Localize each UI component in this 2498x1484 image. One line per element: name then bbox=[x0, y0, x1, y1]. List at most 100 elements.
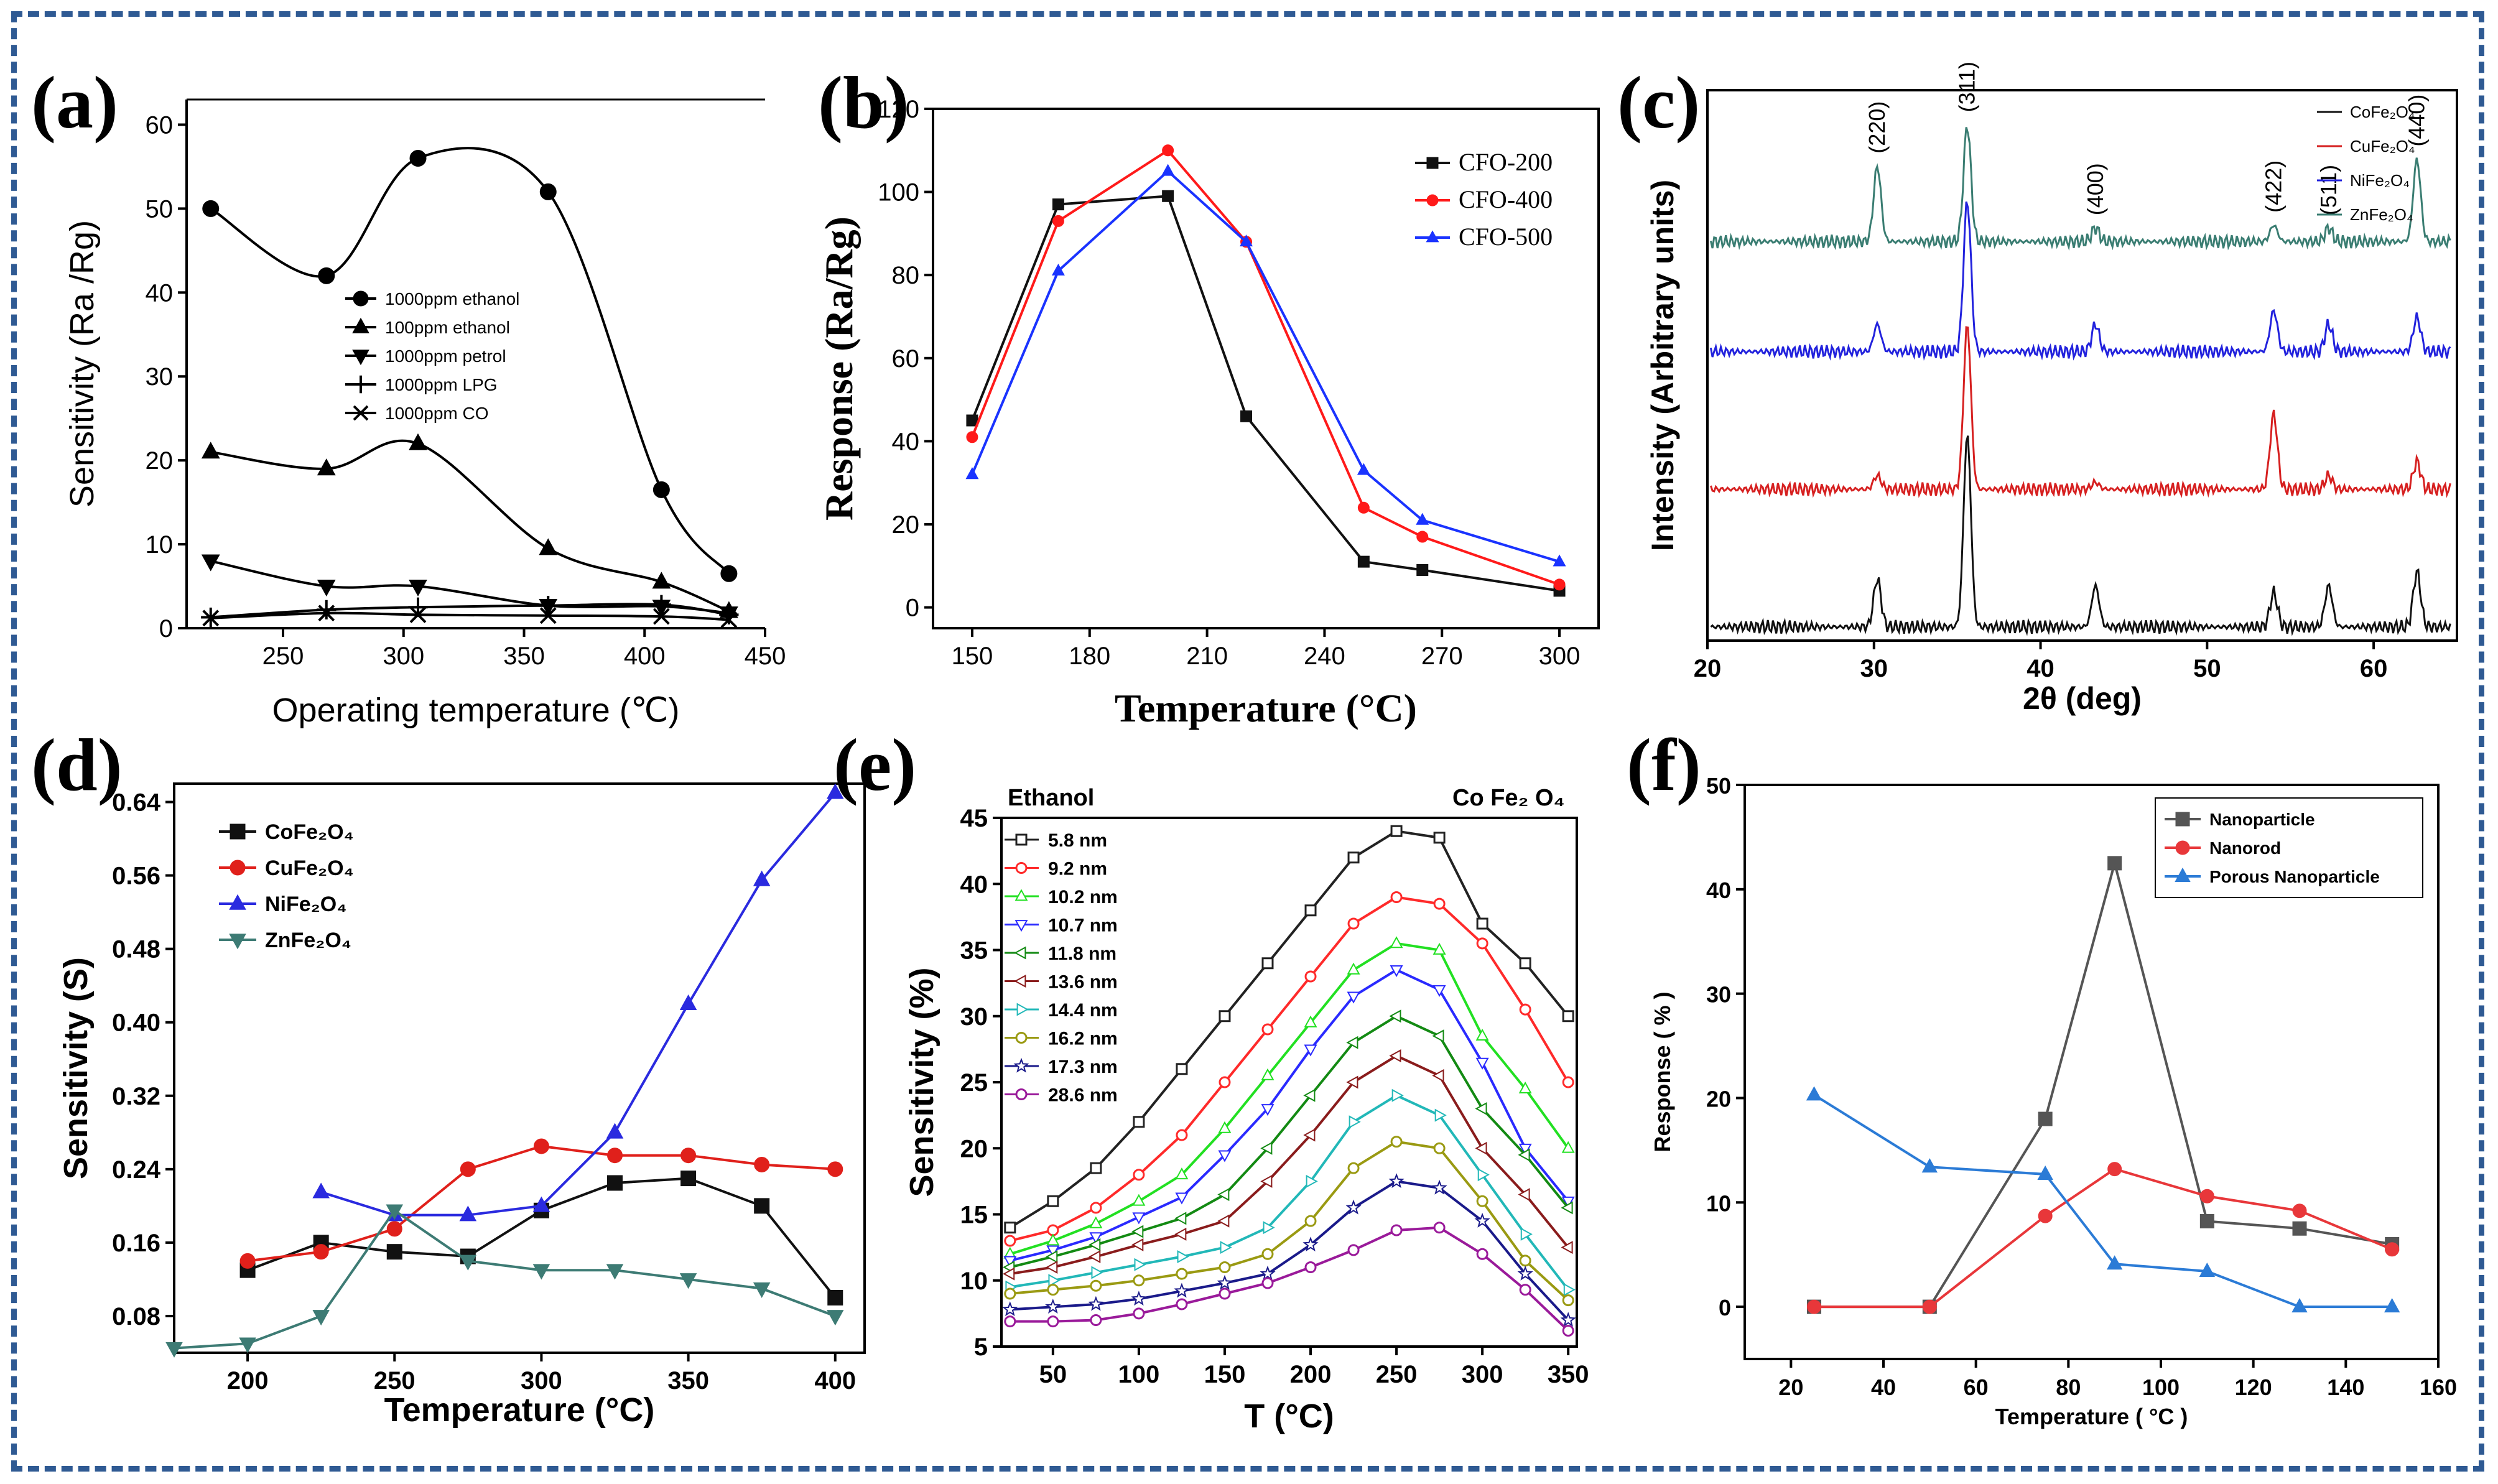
y-tick-label: 0 bbox=[906, 595, 919, 622]
x-tick-label: 150 bbox=[952, 642, 993, 670]
x-tick-label: 120 bbox=[2235, 1375, 2272, 1400]
series-line-1 bbox=[1814, 1167, 2393, 1309]
data-point bbox=[652, 481, 670, 498]
x-tick-label: 140 bbox=[2327, 1375, 2364, 1400]
data-point bbox=[1176, 1129, 1188, 1141]
x-axis-title: T (°C) bbox=[1244, 1398, 1334, 1435]
legend-label: 1000ppm CO bbox=[385, 404, 489, 423]
y-tick-label: 0.40 bbox=[112, 1009, 160, 1037]
data-point bbox=[1432, 942, 1446, 955]
legend-label: 13.6 nm bbox=[1048, 972, 1118, 993]
data-point bbox=[1047, 1315, 1059, 1328]
data-point bbox=[1303, 1088, 1316, 1102]
data-point bbox=[680, 1171, 697, 1187]
data-point bbox=[753, 870, 771, 886]
x-tick-label: 400 bbox=[814, 1367, 856, 1394]
data-point bbox=[1562, 1294, 1574, 1307]
chart-panel-b: 150 180 210 240 270 300 0 20 40 60 80 100 120 Tempera… bbox=[817, 96, 1600, 730]
legend-label: 10.2 nm bbox=[1048, 887, 1118, 907]
legend-label: 10.7 nm bbox=[1048, 916, 1118, 936]
y-tick-label: 0.24 bbox=[112, 1156, 161, 1184]
data-point bbox=[1131, 1225, 1144, 1238]
x-tick-label: 210 bbox=[1186, 642, 1228, 670]
legend-label: Nanorod bbox=[2209, 838, 2281, 858]
data-point bbox=[1474, 1212, 1490, 1228]
data-point bbox=[606, 1123, 624, 1139]
y-tick-label: 0.48 bbox=[112, 936, 160, 963]
data-point bbox=[652, 608, 670, 625]
y-tick-label: 0.16 bbox=[112, 1230, 160, 1257]
data-point bbox=[201, 554, 220, 572]
legend-marker bbox=[1015, 1088, 1028, 1100]
data-point bbox=[1175, 1167, 1189, 1180]
x-axis-title: Operating temperature (℃) bbox=[272, 692, 680, 729]
data-point bbox=[1304, 970, 1317, 983]
series-line-2 bbox=[1813, 1093, 2392, 1309]
data-point bbox=[1432, 1069, 1444, 1082]
data-point bbox=[532, 1196, 550, 1212]
data-point bbox=[1517, 1265, 1533, 1281]
y-tick-label: 50 bbox=[1706, 773, 1731, 799]
legend-marker bbox=[352, 350, 369, 366]
data-point bbox=[1306, 1174, 1318, 1188]
xrd-pattern-0 bbox=[1710, 435, 2451, 636]
peak-label: (511) bbox=[2316, 165, 2341, 215]
data-point bbox=[1133, 1274, 1145, 1287]
x-tick-label: 450 bbox=[745, 642, 786, 670]
data-point bbox=[1261, 1104, 1275, 1116]
legend-marker bbox=[1426, 230, 1439, 243]
legend-label: 1000ppm ethanol bbox=[385, 289, 519, 308]
data-point bbox=[1088, 1296, 1104, 1311]
data-point bbox=[1561, 1241, 1573, 1254]
data-point bbox=[386, 1221, 402, 1237]
data-point bbox=[1004, 1235, 1016, 1247]
legend-marker bbox=[229, 934, 246, 950]
data-point bbox=[1416, 512, 1429, 525]
data-point bbox=[827, 1289, 843, 1305]
peak-label: (400) bbox=[2082, 163, 2108, 215]
series-line-3 bbox=[1010, 968, 1569, 1262]
legend-marker bbox=[230, 860, 246, 876]
legend-marker bbox=[1015, 833, 1028, 846]
data-point bbox=[1433, 832, 1446, 844]
y-tick-label: 25 bbox=[960, 1069, 988, 1097]
data-point bbox=[720, 611, 738, 628]
data-point bbox=[202, 200, 220, 217]
x-tick-label: 350 bbox=[503, 642, 545, 670]
x-tick-label: 40 bbox=[1871, 1375, 1896, 1400]
chart-panel-c: 20 30 40 50 60 2θ (deg) Intensity (Arbitrary u… bbox=[1645, 62, 2458, 716]
data-point bbox=[680, 1148, 697, 1164]
legend-label: CuFe₂O₄ bbox=[2350, 137, 2415, 155]
data-point bbox=[1347, 917, 1360, 930]
chart-panel-e: 50 100 150 200 250 300 350 5 10 15 20 25 30 35 40 45 T (… bbox=[903, 785, 1589, 1435]
data-point bbox=[1349, 1115, 1361, 1129]
legend-label: 1000ppm petrol bbox=[385, 346, 506, 366]
peak-label: (220) bbox=[1864, 101, 1890, 154]
series-line-5 bbox=[1010, 1054, 1569, 1276]
x-tick-label: 350 bbox=[1548, 1361, 1589, 1388]
data-point bbox=[826, 783, 844, 799]
data-point bbox=[1047, 1284, 1059, 1296]
data-point bbox=[1133, 1307, 1145, 1320]
data-point bbox=[1176, 1063, 1188, 1075]
peak-label: (422) bbox=[2260, 160, 2286, 213]
y-tick-label: 20 bbox=[146, 447, 174, 475]
x-tick-label: 50 bbox=[1039, 1361, 1067, 1388]
xrd-pattern-2 bbox=[1709, 201, 2451, 361]
y-axis-title: Response ( % ) bbox=[1650, 991, 1675, 1152]
legend-label: ZnFe₂O₄ bbox=[265, 929, 351, 952]
data-point bbox=[1004, 1222, 1016, 1234]
data-point bbox=[1261, 957, 1274, 970]
legend-marker bbox=[353, 290, 369, 307]
plot-frame bbox=[1743, 784, 2440, 1360]
data-point bbox=[1218, 1121, 1232, 1133]
data-point bbox=[1217, 1188, 1230, 1202]
data-point bbox=[1304, 1015, 1317, 1027]
legend-label: 1000ppm LPG bbox=[385, 375, 498, 394]
data-point bbox=[651, 595, 671, 614]
data-point bbox=[1389, 1009, 1401, 1023]
data-point bbox=[1357, 555, 1370, 568]
data-point bbox=[1346, 1075, 1358, 1089]
data-point bbox=[460, 1161, 476, 1177]
legend-label: 16.2 nm bbox=[1048, 1029, 1118, 1049]
